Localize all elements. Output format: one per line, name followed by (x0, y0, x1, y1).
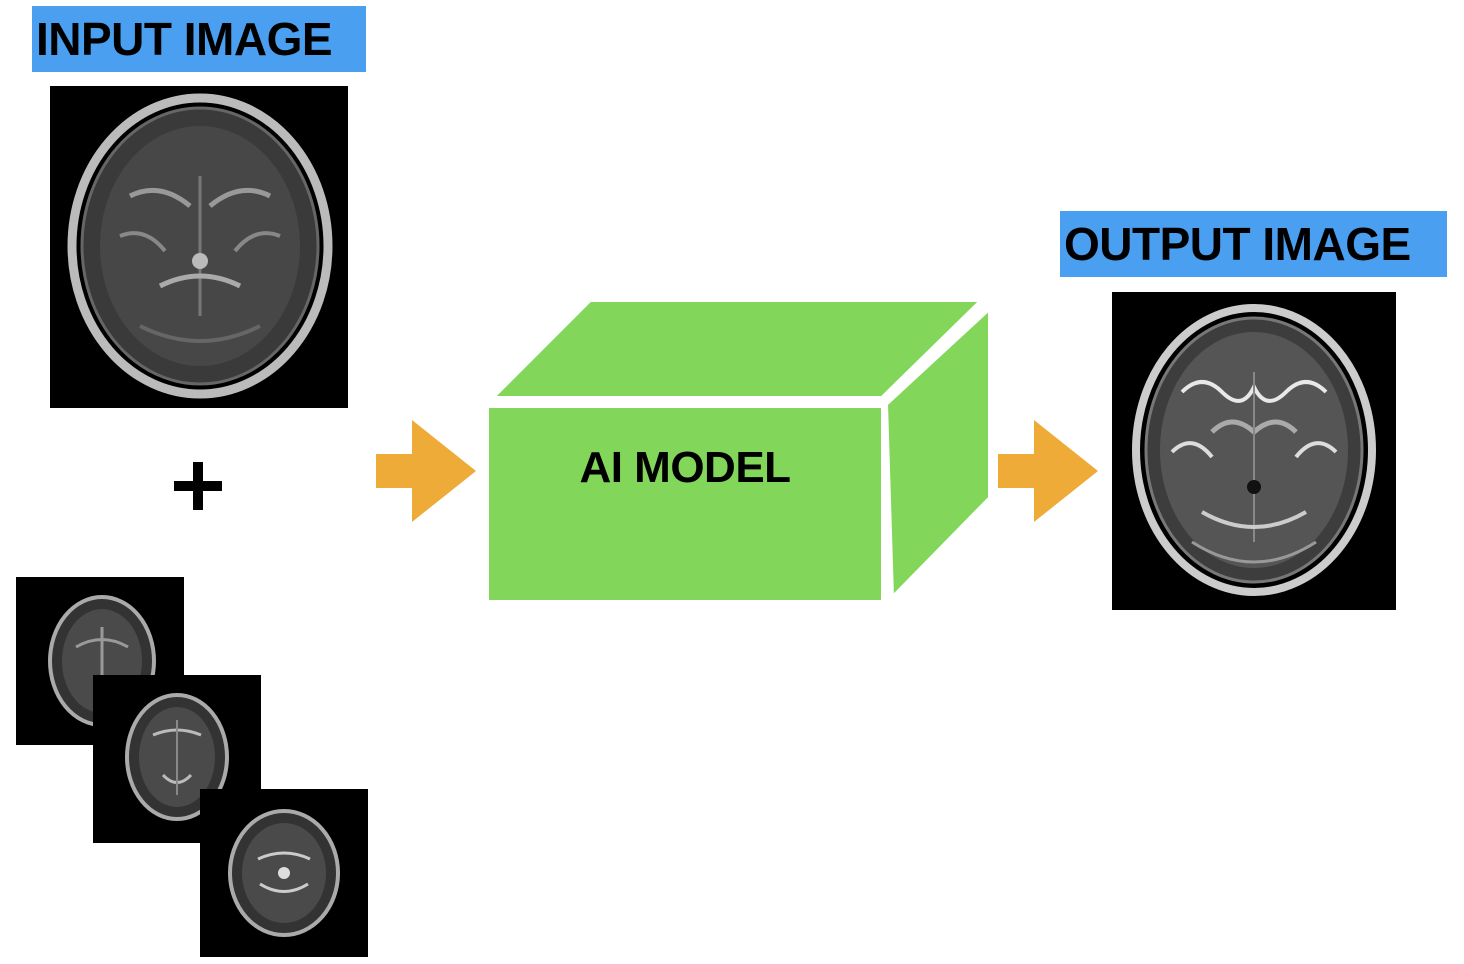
arrow-right-icon (376, 420, 476, 522)
output-image-label: OUTPUT IMAGE (1060, 211, 1447, 277)
input-image-label: INPUT IMAGE (32, 6, 366, 72)
ai-model-box (485, 298, 992, 604)
output-mri-image (1112, 292, 1396, 610)
reference-mri-image (200, 789, 368, 957)
ai-model-label: AI MODEL (579, 443, 791, 492)
input-mri-image (50, 86, 348, 408)
arrow-right-icon (998, 420, 1098, 522)
plus-icon (174, 462, 222, 510)
